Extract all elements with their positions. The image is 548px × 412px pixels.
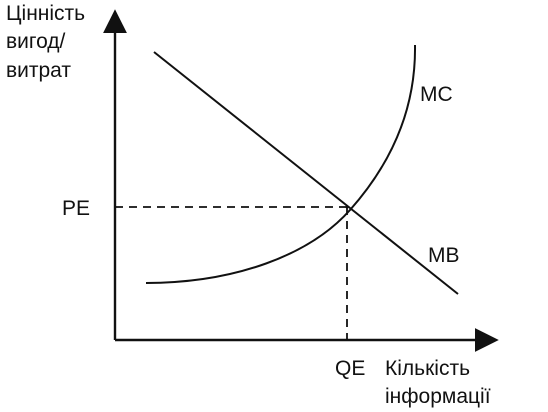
mc-curve	[145, 44, 417, 284]
mc-label: MC	[420, 83, 453, 106]
y-axis-title: Цінність вигод/ витрат	[6, 2, 86, 82]
qe-label: QE	[335, 357, 366, 380]
mb-label: MB	[428, 244, 460, 267]
equilibrium-point	[345, 205, 349, 209]
x-axis-title: Кількість інформації	[385, 357, 491, 409]
mb-curve	[153, 51, 459, 295]
pe-label: PE	[62, 197, 91, 220]
